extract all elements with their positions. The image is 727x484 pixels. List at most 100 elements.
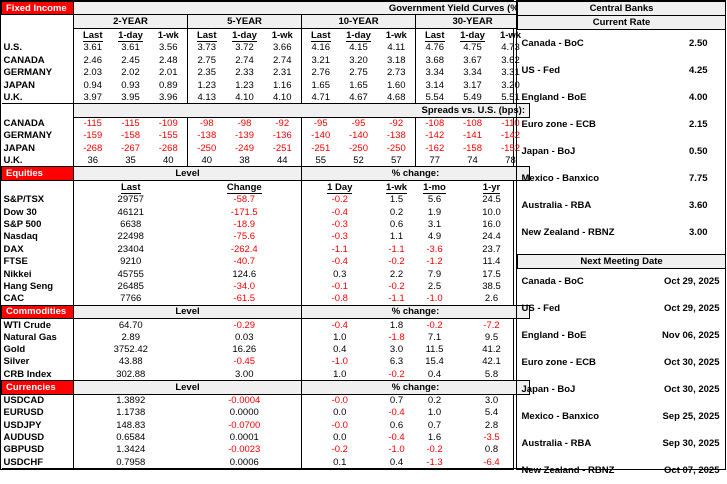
col-10y-last: Last xyxy=(302,28,340,41)
data-cell: -0.8 xyxy=(302,293,378,305)
col-eq-1mo: 1-mo xyxy=(416,180,454,193)
data-cell: -268 xyxy=(150,142,188,154)
data-cell: -138 xyxy=(188,130,226,142)
data-cell: -262.4 xyxy=(188,243,302,255)
subheader-spacer xyxy=(2,28,74,41)
data-cell: -0.3 xyxy=(302,231,378,243)
table-row: JAPAN-268-267-268-250-249-251-251-250-25… xyxy=(2,142,530,154)
data-cell: -3.6 xyxy=(416,243,454,255)
data-cell: -0.2 xyxy=(302,194,378,206)
data-cell: 45755 xyxy=(74,268,188,280)
data-cell: 3.66 xyxy=(264,42,302,54)
data-cell: -0.0 xyxy=(302,419,378,431)
data-cell: -98 xyxy=(226,117,264,129)
data-cell: 1.0 xyxy=(302,331,378,343)
row-label: USDCAD xyxy=(2,394,74,406)
data-cell: 1.3892 xyxy=(74,394,188,406)
data-cell: 4.75 xyxy=(454,42,492,54)
col-2y-last: Last xyxy=(74,28,112,41)
col-eq-1wk: 1-wk xyxy=(378,180,416,193)
row-label: Nikkei xyxy=(2,268,74,280)
data-cell: 40 xyxy=(150,154,188,166)
data-cell: 0.0001 xyxy=(188,431,302,443)
row-label: Natural Gas xyxy=(2,331,74,343)
row-label: FTSE xyxy=(2,256,74,268)
data-cell: 3.68 xyxy=(416,54,454,66)
col-eq-last: Last xyxy=(74,180,188,193)
central-bank-name: US - Fed xyxy=(518,295,640,322)
data-cell: -0.0004 xyxy=(188,394,302,406)
row-label: U.K. xyxy=(2,91,74,103)
data-cell: -0.2 xyxy=(416,444,454,456)
data-cell: -0.4 xyxy=(302,256,378,268)
row-label: Gold xyxy=(2,343,74,355)
data-cell: 3.34 xyxy=(454,67,492,79)
data-cell: -171.5 xyxy=(188,206,302,218)
data-cell: -141 xyxy=(454,130,492,142)
data-cell: -250 xyxy=(188,142,226,154)
data-cell: 4.15 xyxy=(340,42,378,54)
currencies-pct-title: % change: xyxy=(302,381,530,394)
data-cell: 1.5 xyxy=(378,194,416,206)
data-cell: -249 xyxy=(226,142,264,154)
data-cell: 2.74 xyxy=(226,54,264,66)
row-label: GERMANY xyxy=(2,130,74,142)
data-cell: -250 xyxy=(340,142,378,154)
data-cell: 2.75 xyxy=(188,54,226,66)
data-cell: -0.2 xyxy=(378,256,416,268)
tenor-30-year: 30-YEAR xyxy=(416,15,530,28)
data-cell: 3.95 xyxy=(112,91,150,103)
data-cell: 0.6 xyxy=(378,419,416,431)
tenor-2-year: 2-YEAR xyxy=(74,15,188,28)
central-bank-meeting-date: Sep 25, 2025 xyxy=(640,403,726,430)
data-cell: -250 xyxy=(378,142,416,154)
data-cell: -1.0 xyxy=(378,444,416,456)
data-cell: 26485 xyxy=(74,280,188,292)
data-cell: 1.1738 xyxy=(74,406,188,418)
data-cell: 4.71 xyxy=(302,91,340,103)
data-cell: 0.4 xyxy=(416,368,454,380)
col-2y-1day: 1-day xyxy=(112,28,150,41)
central-bank-meeting-date: Oct 29, 2025 xyxy=(640,295,726,322)
data-cell: 3.0 xyxy=(378,343,416,355)
central-bank-name: Canada - BoC xyxy=(518,268,640,295)
equities-level-title: Level xyxy=(74,167,302,180)
data-cell: 302.88 xyxy=(74,368,188,380)
data-cell: -0.0 xyxy=(302,394,378,406)
central-bank-name: Mexico - Banxico xyxy=(518,165,640,192)
data-cell: 3.1 xyxy=(416,218,454,230)
data-cell: -0.29 xyxy=(188,319,302,331)
row-label: U.K. xyxy=(2,154,74,166)
data-cell: 2.31 xyxy=(264,67,302,79)
data-cell: -0.1 xyxy=(302,280,378,292)
market-data-table: Fixed Income Government Yield Curves (%)… xyxy=(1,1,530,469)
data-cell: -140 xyxy=(340,130,378,142)
data-cell: 1.0 xyxy=(416,406,454,418)
data-cell: 2.48 xyxy=(150,54,188,66)
data-cell: 5.54 xyxy=(416,91,454,103)
col-30y-1day: 1-day xyxy=(454,28,492,41)
data-cell: 0.2 xyxy=(378,206,416,218)
central-bank-name: New Zealand - RBNZ xyxy=(518,219,640,246)
data-cell: 4.16 xyxy=(302,42,340,54)
data-cell: -142 xyxy=(416,130,454,142)
data-cell: -1.3 xyxy=(416,456,454,468)
data-cell: -95 xyxy=(302,117,340,129)
data-cell: -0.45 xyxy=(188,356,302,368)
